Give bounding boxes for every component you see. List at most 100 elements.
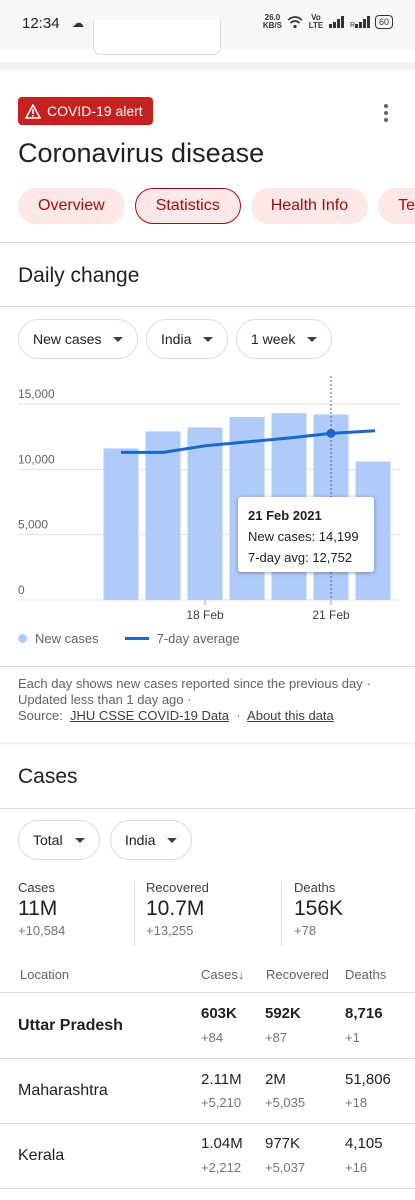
summary-value: 156K (294, 897, 344, 920)
bar (103, 448, 139, 600)
summary-delta: +10,584 (18, 923, 66, 938)
total-dropdown-value: Total (33, 832, 63, 848)
row-recovered: 2M (265, 1071, 286, 1088)
cases-summary: Cases 11M +10,584 Recovered 10.7M +13,25… (0, 880, 415, 950)
svg-text:R: R (350, 22, 355, 28)
cases-region-dropdown-value: India (125, 832, 156, 848)
row-recovered: 592K (265, 1005, 301, 1022)
x-tick-label: 21 Feb (312, 608, 350, 622)
divider (0, 808, 415, 809)
row-cases: 603K (201, 1005, 237, 1022)
summary-recovered: Recovered 10.7M +13,255 (146, 880, 209, 948)
alert-label: COVID-19 alert (47, 103, 143, 119)
divider (0, 992, 415, 993)
status-icons: 26.0 KB/S Vo LTE R 60 (263, 14, 393, 30)
column-location[interactable]: Location (20, 967, 70, 982)
row-cases-delta: +84 (201, 1030, 224, 1045)
tab-testing[interactable]: Te (378, 188, 415, 224)
wifi-icon (287, 16, 303, 29)
summary-deaths: Deaths 156K +78 (294, 880, 343, 948)
metric-dropdown-value: New cases (33, 331, 102, 347)
summary-label: Cases (18, 880, 55, 895)
network-speed-value: 26.0 (264, 13, 281, 22)
tooltip-date: 21 Feb 2021 (248, 508, 322, 523)
legend-line-label: 7-day average (156, 631, 240, 646)
row-cases: 2.11M (201, 1071, 242, 1088)
row-recovered-delta: +87 (265, 1030, 288, 1045)
tooltip-average: 7-day avg: 12,752 (248, 550, 353, 565)
sort-down-icon: ↓ (237, 967, 245, 982)
table-header: Location Cases↓ Recovered Deaths (0, 965, 415, 987)
range-dropdown-value: 1 week (251, 331, 296, 347)
row-deaths: 4,105 (345, 1135, 383, 1152)
row-recovered-delta: +5,037 (265, 1160, 306, 1175)
divider (0, 1058, 415, 1059)
tab-overview[interactable]: Overview (18, 188, 125, 224)
table-row[interactable]: Maharashtra 2.11M +5,210 2M +5,035 51,80… (0, 1059, 415, 1125)
region-dropdown[interactable]: India (146, 319, 229, 359)
region-dropdown-value: India (161, 331, 192, 347)
divider (0, 242, 415, 243)
divider (0, 306, 415, 307)
row-deaths-delta: +16 (345, 1160, 368, 1175)
divider (0, 1123, 415, 1124)
volte-icon: Vo LTE (308, 13, 324, 30)
more-options-icon[interactable] (378, 104, 394, 122)
data-note: Each day shows new cases reported since … (18, 676, 371, 723)
section-separator (0, 742, 415, 745)
summary-cases: Cases 11M +10,584 (18, 880, 65, 948)
cloud-icon: ☁ (72, 16, 84, 30)
caret-down-icon (74, 837, 85, 843)
metric-dropdown[interactable]: New cases (18, 319, 139, 359)
signal-icon (328, 16, 344, 28)
column-deaths[interactable]: Deaths (345, 967, 387, 982)
table-row[interactable]: Kerala 1.04M +2,212 977K +5,037 4,105 +1… (0, 1124, 415, 1190)
column-cases[interactable]: Cases↓ (201, 967, 244, 982)
column-recovered[interactable]: Recovered (266, 967, 329, 982)
note-text: Each day shows new cases reported since … (18, 676, 371, 707)
bar (187, 427, 223, 600)
divider (0, 1188, 415, 1189)
legend-line-swatch (124, 637, 149, 640)
legend-bars-label: New cases (35, 631, 99, 646)
battery-icon: 60 (374, 15, 393, 29)
divider (0, 666, 415, 667)
legend-bar-swatch (18, 634, 27, 643)
y-tick-label: 0 (18, 583, 25, 597)
source-label: Source: (18, 708, 63, 723)
row-location: Uttar Pradesh (18, 1017, 123, 1034)
signal-roaming-icon: R (350, 16, 370, 28)
total-dropdown[interactable]: Total (18, 820, 100, 860)
chart-tooltip: 21 Feb 2021 New cases: 14,199 7-day avg:… (238, 497, 374, 572)
x-tick-label: 18 Feb (186, 608, 224, 622)
row-location: Kerala (18, 1147, 65, 1164)
highlight-point (326, 428, 336, 438)
cases-region-dropdown[interactable]: India (110, 820, 193, 860)
y-tick-label: 10,000 (18, 452, 55, 466)
y-tick-label: 15,000 (18, 387, 55, 401)
tab-health-info[interactable]: Health Info (250, 188, 369, 224)
source-link[interactable]: JHU CSSE COVID-19 Data (70, 708, 229, 723)
row-location: Maharashtra (18, 1082, 108, 1099)
about-data-link[interactable]: About this data (247, 708, 334, 723)
caret-down-icon (203, 336, 214, 342)
summary-label: Deaths (294, 880, 336, 895)
summary-divider (134, 882, 135, 946)
network-speed-unit: KB/S (262, 21, 282, 30)
caret-down-icon (307, 336, 318, 342)
tab-statistics[interactable]: Statistics (134, 188, 241, 224)
covid-alert-badge[interactable]: COVID-19 alert (18, 97, 153, 125)
range-dropdown[interactable]: 1 week (236, 319, 333, 359)
row-deaths-delta: +18 (345, 1095, 368, 1110)
table-row[interactable]: Uttar Pradesh 603K +84 592K +87 8,716 +1 (0, 993, 415, 1059)
row-cases-delta: +5,210 (201, 1095, 242, 1110)
row-cases: 1.04M (201, 1135, 243, 1152)
caret-down-icon (113, 336, 124, 342)
caret-down-icon (167, 837, 178, 843)
y-tick-label: 5,000 (18, 518, 48, 532)
warning-icon (25, 103, 41, 119)
column-cases-label: Cases (201, 967, 238, 982)
summary-delta: +13,255 (146, 923, 194, 938)
daily-change-title: Daily change (18, 264, 140, 287)
page-title: Coronavirus disease (18, 138, 265, 168)
